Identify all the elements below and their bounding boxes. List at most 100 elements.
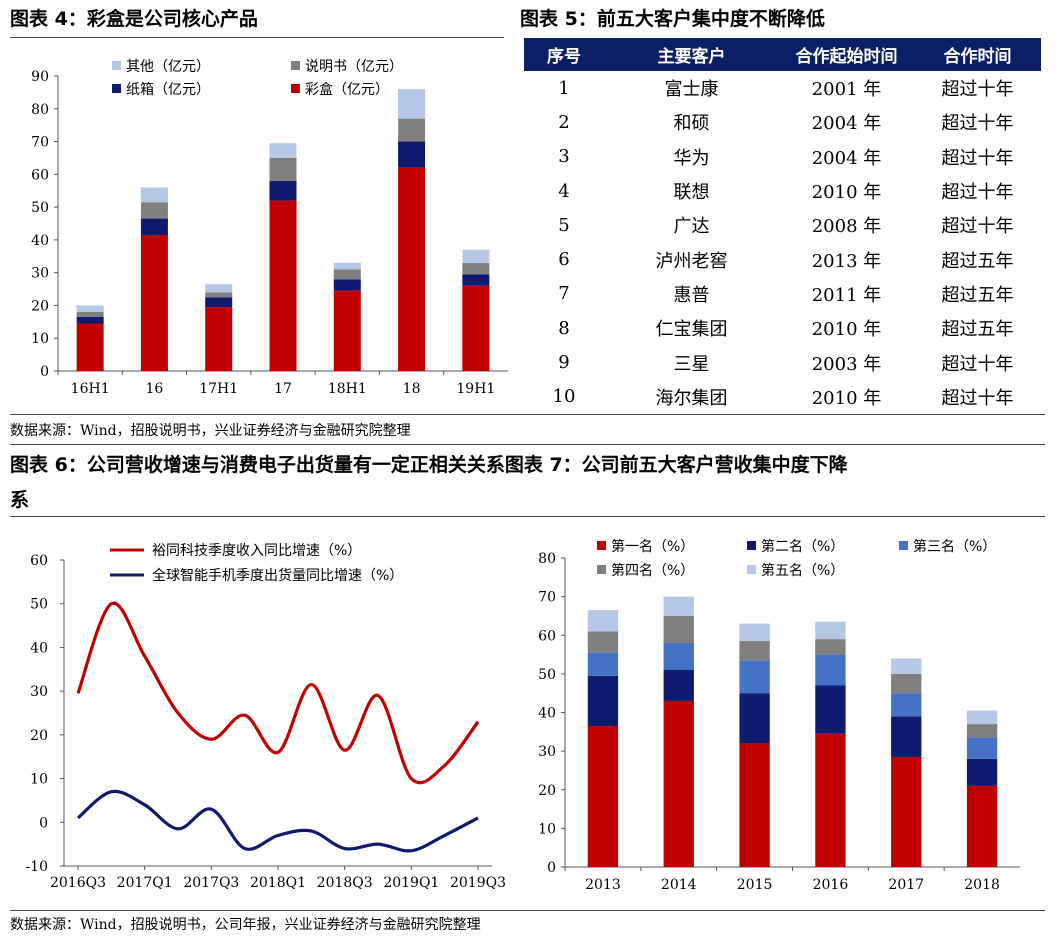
fig7-bar-2017-s3 [891, 693, 922, 717]
customer-table-cell: 惠普 [673, 284, 710, 306]
customer-table-cell: 2008 年 [811, 216, 882, 238]
customer-table-cell: 8 [558, 317, 570, 339]
customer-table-cell: 2011 年 [811, 284, 882, 306]
fig4-x-tick-label: 17 [274, 381, 292, 397]
fig4-bar-19H1-s4 [462, 249, 490, 263]
fig7-bar-2016-s5 [815, 621, 846, 640]
fig7-bar-2015-s4 [739, 641, 770, 661]
customer-table-row: 5 广达 2008 年 超过十年 [524, 208, 1041, 242]
fig4-y-tick-label: 10 [31, 331, 49, 347]
fig4-y-tick-label: 0 [40, 364, 49, 380]
fig6-series-line-1 [76, 601, 480, 785]
fig7-bar-2013-s4 [587, 631, 619, 653]
fig7-bar-2018-s5 [966, 710, 998, 725]
customer-table-cell: 海尔集团 [604, 379, 779, 415]
customer-table-row: 9 三星 2003 年 超过十年 [524, 345, 1041, 379]
customer-table-cell: 和硕 [673, 113, 710, 135]
customer-table-cell: 超过十年 [941, 353, 1014, 375]
fig7-x-tick-label: 2017 [888, 877, 924, 893]
fig6-x-tick-label: 2019Q3 [450, 875, 506, 891]
fig4-bar-18H1-s4 [333, 262, 361, 270]
fig7-legend-swatch-4 [597, 565, 606, 574]
fig7-bar-2014-s1 [663, 700, 694, 867]
fig4-bar-16H1-s3 [76, 312, 104, 317]
fig4-bar-18H1-s3 [333, 269, 361, 280]
fig7-legend-swatch-3 [899, 541, 908, 550]
fig7-bar-2013-s1 [587, 726, 619, 867]
customer-table-cell: 4 [558, 180, 570, 202]
fig4-bar-16-s4 [140, 187, 168, 203]
fig4-bar-16H1-s4 [76, 305, 104, 312]
fig6-x-tick-label: 2016Q3 [50, 875, 106, 891]
fig7-bar-2015-s5 [739, 623, 770, 642]
fig4-bar-19H1-s1 [462, 285, 490, 371]
fig4-legend-swatch-4 [291, 84, 300, 93]
fig4-legend-swatch-2 [291, 61, 300, 70]
customer-table-cell: 2004 年 [811, 113, 882, 135]
customer-table-cell: 三星 [673, 353, 710, 375]
fig7-x-tick-label: 2013 [585, 877, 621, 893]
customer-table-cell: 超过十年 [914, 379, 1041, 415]
fig4-y-tick-label: 30 [31, 266, 49, 282]
customer-table-cell: 广达 [673, 216, 710, 238]
fig4-x-tick-label: 17H1 [199, 381, 238, 397]
fig4-bar-18-s2 [398, 141, 426, 168]
fig7-legend-label-2: 第二名（%） [761, 538, 844, 555]
customer-table-header-cell: 合作起始时间 [779, 38, 914, 71]
customer-table-row: 7 惠普 2011 年 超过五年 [524, 277, 1041, 311]
customer-table-header-cell: 合作时间 [914, 38, 1041, 71]
fig6-legend-label-1: 裕同科技季度收入同比增速（%） [152, 543, 361, 559]
fig7-legend-swatch-1 [597, 541, 606, 550]
fig7-bar-2014-s5 [663, 596, 694, 616]
fig4-bar-17H1-s3 [205, 292, 233, 298]
fig6-y-tick-label: 20 [30, 728, 48, 744]
fig7-bar-2014-s2 [663, 670, 694, 701]
fig7-y-tick-label: 0 [547, 860, 556, 876]
fig7-y-tick-label: 30 [538, 744, 556, 760]
fig4-bar-19H1-s2 [462, 274, 490, 286]
fig7-bar-2018-s1 [966, 785, 998, 867]
fig7-legend-label-4: 第四名（%） [611, 562, 694, 579]
fig7-x-tick-label: 2016 [813, 877, 849, 893]
fig4-bar-17H1-s4 [205, 284, 233, 293]
customer-table-row: 2 和硕 2004 年 超过十年 [524, 105, 1041, 139]
customer-table-cell: 超过十年 [941, 113, 1014, 135]
customer-table-cell: 6 [558, 249, 570, 271]
fig4-bar-17-s2 [269, 180, 297, 201]
fig6-y-tick-label: 40 [30, 640, 48, 656]
fig7-bar-2018-s4 [966, 724, 998, 738]
fig7-bar-2017-s2 [891, 716, 922, 757]
fig7-bar-2016-s4 [815, 639, 846, 655]
customer-table-row: 1 富士康 2001 年 超过十年 [524, 71, 1041, 105]
customer-table-cell: 2004 年 [811, 147, 882, 169]
fig7-legend-label-5: 第五名（%） [761, 562, 844, 579]
fig6-line-chart: -10 0 10 20 30 40 50 60 2016Q3 2017Q1 2017Q3 2018Q1… [25, 543, 506, 891]
fig4-x-tick-label: 16H1 [71, 381, 110, 397]
customer-table-cell: 联想 [673, 182, 710, 204]
fig7-y-tick-label: 70 [538, 590, 556, 606]
fig6-x-tick-label: 2017Q1 [117, 875, 173, 891]
fig6-x-tick-label: 2018Q1 [250, 875, 306, 891]
customer-table-cell: 1 [558, 77, 570, 99]
fig7-bar-2017-s1 [891, 756, 922, 867]
fig4-y-tick-label: 40 [31, 233, 49, 249]
fig7-bar-2017-s4 [891, 673, 922, 694]
fig6-y-tick-label: 30 [30, 684, 48, 700]
fig6-y-tick-label: 10 [30, 772, 48, 788]
fig4-x-tick-label: 19H1 [456, 381, 495, 397]
fig6-x-tick-label: 2017Q3 [183, 875, 239, 891]
source-top-rule [10, 414, 1045, 415]
fig7-bar-2016-s3 [815, 654, 846, 686]
fig4-x-tick-label: 16 [146, 381, 164, 397]
fig4-bar-16H1-s1 [76, 323, 104, 371]
customer-table-cell: 仁宝集团 [655, 319, 728, 341]
fig4-legend-label-2: 说明书（亿元） [305, 59, 403, 75]
customer-table-cell: 2010 年 [779, 379, 914, 415]
fig7-legend-label-1: 第一名（%） [611, 538, 694, 555]
fig4-bar-18H1-s1 [333, 290, 361, 371]
customer-table-cell: 华为 [673, 147, 710, 169]
customer-table-cell: 富士康 [664, 79, 719, 101]
fig7-legend-swatch-5 [747, 565, 756, 574]
source-top: 数据来源：Wind，招股说明书，兴业证券经济与金融研究院整理 [10, 423, 411, 439]
customer-table-cell: 泸州老窖 [655, 250, 728, 272]
